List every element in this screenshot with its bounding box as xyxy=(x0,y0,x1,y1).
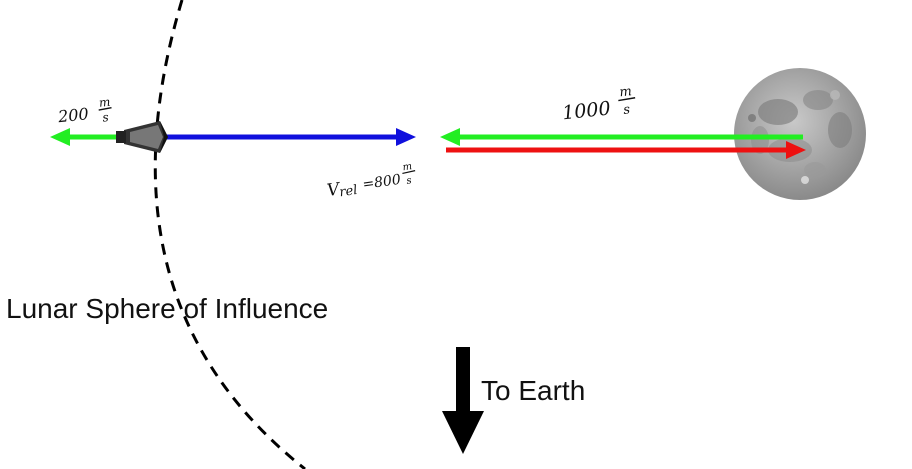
svg-text:s: s xyxy=(406,175,413,187)
svg-text:m: m xyxy=(619,84,633,100)
moon-speed-label: 1000 m s xyxy=(561,84,636,124)
svg-text:m: m xyxy=(402,161,413,173)
svg-text:s: s xyxy=(623,102,632,118)
svg-text:rel: rel xyxy=(338,183,358,200)
earth-label: To Earth xyxy=(481,375,585,406)
svg-text:m: m xyxy=(98,95,111,110)
red-velocity-arrow xyxy=(446,141,806,159)
svg-text:V: V xyxy=(326,179,343,201)
svg-text:1000: 1000 xyxy=(561,97,611,124)
relative-velocity-arrow xyxy=(140,128,416,146)
moon xyxy=(734,68,866,200)
relative-speed-label: V rel =800 m s xyxy=(326,161,416,201)
svg-text:=800: =800 xyxy=(362,172,402,193)
spacecraft-icon xyxy=(116,121,168,153)
spacecraft-speed-label: 200 m s xyxy=(56,95,112,126)
soi-label: Lunar Sphere of Influence xyxy=(6,293,328,324)
svg-text:200: 200 xyxy=(56,104,89,126)
soi-boundary xyxy=(153,0,306,469)
earth-direction-arrow xyxy=(442,347,484,454)
moon-velocity-arrow xyxy=(440,128,803,146)
svg-text:s: s xyxy=(102,110,110,125)
